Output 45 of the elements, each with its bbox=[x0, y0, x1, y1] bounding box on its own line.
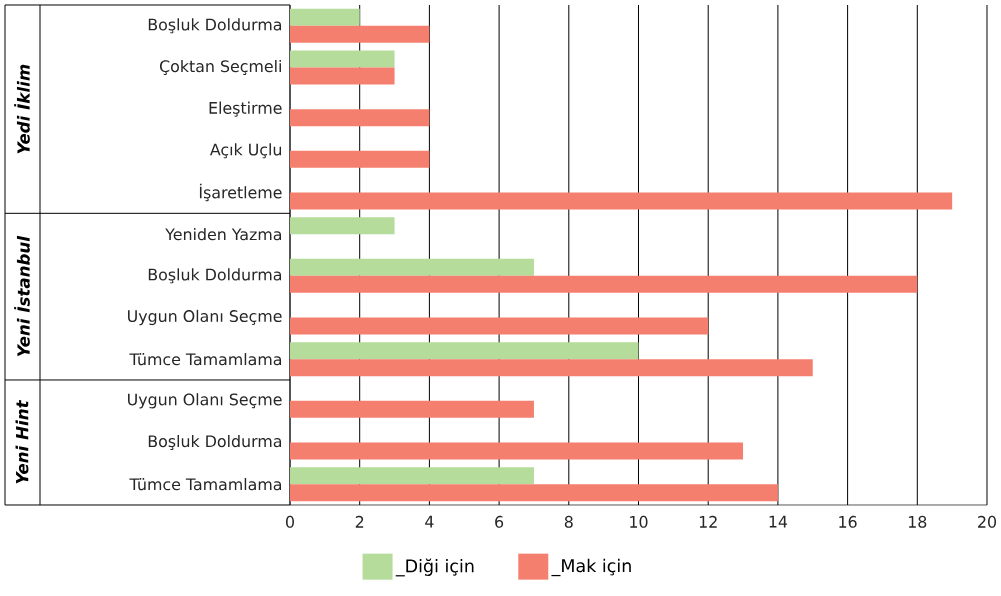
bar bbox=[290, 275, 918, 293]
bar bbox=[290, 258, 534, 276]
bar bbox=[290, 67, 395, 85]
bar bbox=[290, 467, 534, 485]
bar bbox=[290, 8, 360, 26]
y-tick-label: Açık Uçlu bbox=[209, 143, 282, 159]
x-tick-label: 0 bbox=[286, 515, 294, 528]
x-tick-label: 14 bbox=[769, 515, 788, 528]
bar bbox=[290, 150, 430, 168]
y-tick-label: Yeniden Yazma bbox=[165, 228, 282, 241]
bar bbox=[290, 342, 639, 360]
x-tick-label: 2 bbox=[355, 515, 364, 528]
legend-label: _Mak için bbox=[551, 558, 631, 577]
x-tick-label: 12 bbox=[699, 515, 717, 528]
x-tick-label: 8 bbox=[564, 515, 573, 528]
y-tick-label: Eleştirme bbox=[209, 101, 282, 117]
bar bbox=[290, 50, 395, 68]
bar bbox=[290, 317, 709, 335]
x-tick-label: 18 bbox=[908, 515, 927, 528]
bar bbox=[290, 192, 953, 210]
x-tick-label: 20 bbox=[978, 515, 997, 528]
text: Yeni Hint bbox=[15, 399, 29, 484]
bar bbox=[290, 400, 534, 418]
y-tick-label: Tümce Tamamlama bbox=[129, 353, 282, 366]
bar bbox=[290, 25, 430, 43]
y-tick-label: Tümce Tamamlama bbox=[129, 478, 282, 491]
x-tick-label: 4 bbox=[425, 515, 434, 528]
y-tick-label: İşaretleme bbox=[199, 183, 282, 202]
bar bbox=[290, 442, 744, 460]
legend-label: _Diği için bbox=[395, 558, 474, 577]
bar bbox=[290, 217, 395, 235]
y-tick-label: Boşluk Doldurma bbox=[148, 18, 282, 34]
y-tick-label: Boşluk Doldurma bbox=[148, 268, 282, 284]
y-tick-label: Boşluk Doldurma bbox=[148, 434, 282, 451]
y-tick-label: Uygun Olanı Seçme bbox=[128, 309, 282, 326]
x-tick-label: 6 bbox=[495, 515, 504, 528]
x-tick-label: 16 bbox=[839, 515, 857, 528]
bar bbox=[290, 484, 778, 502]
y-tick-label: Uygun Olanı Seçme bbox=[128, 393, 282, 409]
bar bbox=[290, 359, 813, 377]
x-tick-label: 10 bbox=[630, 515, 648, 528]
y-tick-label: Çoktan Seçmeli bbox=[159, 59, 281, 76]
bar bbox=[290, 109, 430, 127]
text: Yeni İstanbul bbox=[14, 235, 30, 357]
text: Yedi İklim bbox=[14, 64, 30, 154]
